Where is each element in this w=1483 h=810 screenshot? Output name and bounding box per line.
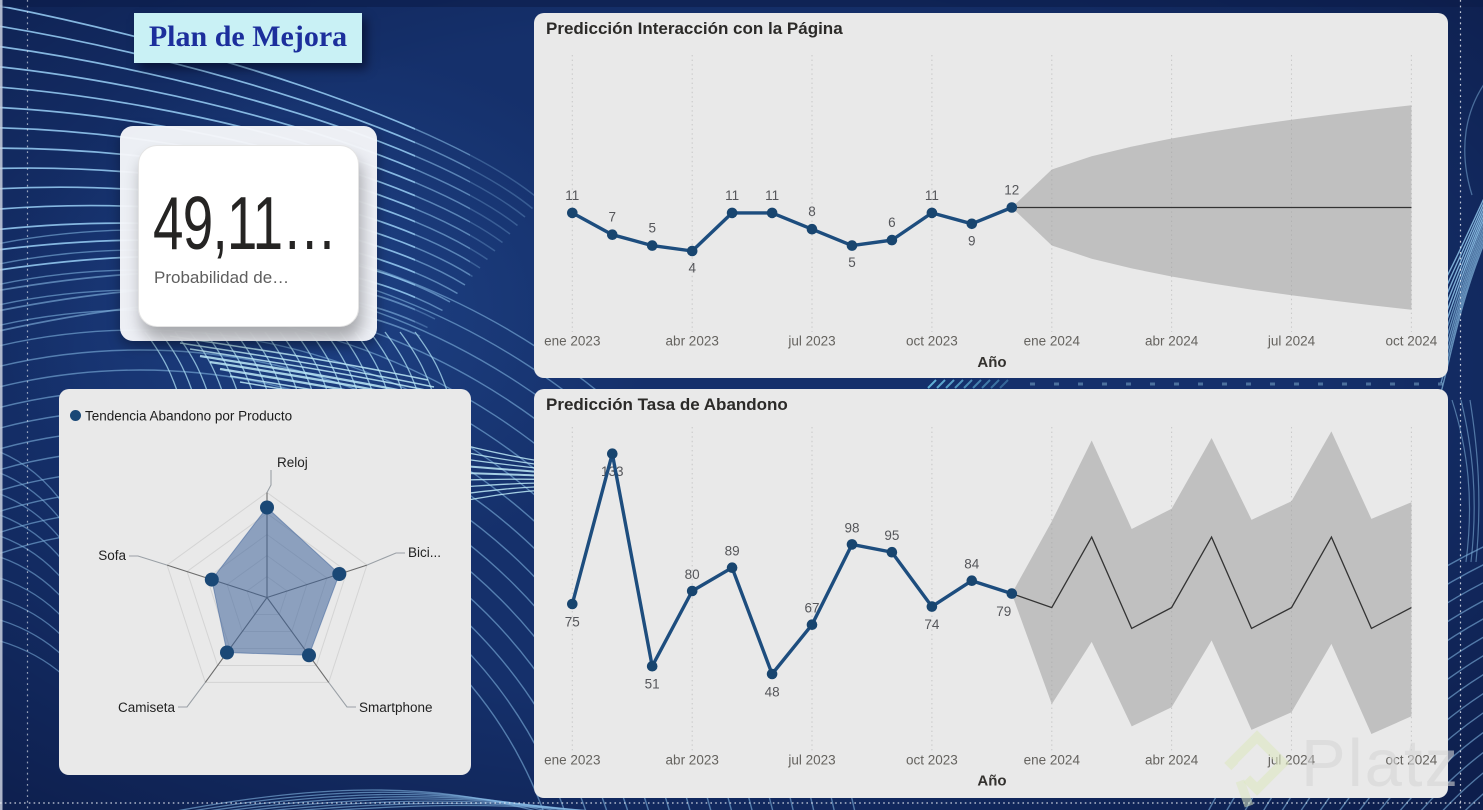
svg-text:Tendencia Abandono por Product: Tendencia Abandono por Producto bbox=[85, 409, 292, 424]
svg-text:75: 75 bbox=[565, 615, 580, 630]
svg-text:6: 6 bbox=[888, 215, 896, 230]
svg-text:ene 2024: ene 2024 bbox=[1024, 753, 1081, 768]
svg-text:ene 2023: ene 2023 bbox=[544, 334, 600, 349]
svg-text:98: 98 bbox=[844, 520, 859, 535]
svg-text:95: 95 bbox=[884, 528, 899, 543]
svg-text:Año: Año bbox=[977, 354, 1006, 371]
svg-text:oct 2023: oct 2023 bbox=[906, 753, 958, 768]
svg-text:11: 11 bbox=[565, 188, 579, 203]
svg-text:12: 12 bbox=[1004, 183, 1019, 198]
svg-text:jul 2023: jul 2023 bbox=[787, 334, 835, 349]
svg-text:8: 8 bbox=[808, 204, 816, 219]
svg-text:ene 2023: ene 2023 bbox=[544, 753, 600, 768]
svg-text:80: 80 bbox=[685, 567, 700, 582]
svg-text:Camiseta: Camiseta bbox=[118, 700, 176, 715]
svg-text:Predicción Tasa de Abandono: Predicción Tasa de Abandono bbox=[546, 395, 788, 414]
svg-text:Sofa: Sofa bbox=[98, 548, 126, 563]
svg-text:84: 84 bbox=[964, 557, 980, 572]
svg-text:89: 89 bbox=[725, 544, 740, 559]
svg-text:67: 67 bbox=[804, 601, 819, 616]
svg-text:5: 5 bbox=[848, 255, 856, 270]
svg-text:Reloj: Reloj bbox=[277, 455, 308, 470]
svg-text:ene 2024: ene 2024 bbox=[1024, 334, 1081, 349]
svg-text:jul 2023: jul 2023 bbox=[787, 753, 835, 768]
svg-text:Platz: Platz bbox=[1301, 726, 1460, 801]
svg-text:abr 2023: abr 2023 bbox=[666, 753, 719, 768]
svg-text:11: 11 bbox=[925, 188, 939, 203]
svg-text:9: 9 bbox=[968, 233, 976, 248]
svg-text:jul 2024: jul 2024 bbox=[1267, 334, 1316, 349]
svg-text:Predicción Interacción con la: Predicción Interacción con la Página bbox=[546, 19, 843, 38]
svg-text:4: 4 bbox=[688, 261, 696, 276]
svg-text:Smartphone: Smartphone bbox=[359, 700, 433, 715]
svg-text:79: 79 bbox=[996, 604, 1011, 619]
svg-text:7: 7 bbox=[609, 210, 617, 225]
svg-text:48: 48 bbox=[765, 685, 780, 700]
svg-text:74: 74 bbox=[924, 617, 940, 632]
svg-text:11: 11 bbox=[725, 188, 739, 203]
svg-text:51: 51 bbox=[645, 677, 660, 692]
svg-text:5: 5 bbox=[648, 221, 656, 236]
svg-text:abr 2023: abr 2023 bbox=[666, 334, 719, 349]
svg-text:oct 2024: oct 2024 bbox=[1386, 753, 1438, 768]
svg-text:oct 2024: oct 2024 bbox=[1386, 334, 1438, 349]
svg-text:Año: Año bbox=[977, 773, 1006, 790]
svg-text:abr 2024: abr 2024 bbox=[1145, 334, 1199, 349]
svg-text:abr 2024: abr 2024 bbox=[1145, 753, 1199, 768]
svg-text:11: 11 bbox=[765, 188, 779, 203]
svg-text:Bici...: Bici... bbox=[408, 545, 441, 560]
svg-text:oct 2023: oct 2023 bbox=[906, 334, 958, 349]
